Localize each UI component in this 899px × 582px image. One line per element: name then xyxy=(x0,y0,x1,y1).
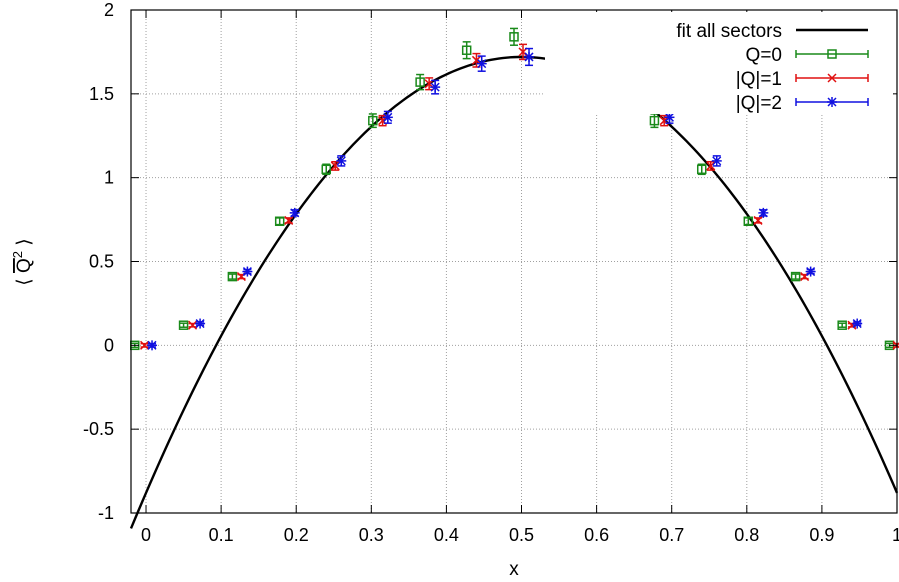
x-axis-label: x xyxy=(509,559,519,580)
data-point xyxy=(321,163,332,176)
legend-label: |Q|=2 xyxy=(736,93,782,114)
marker xyxy=(415,77,425,87)
legend-label: Q=0 xyxy=(746,45,782,66)
x-tick-label: 0.7 xyxy=(659,525,684,545)
y-tick-label: 0.5 xyxy=(89,252,114,272)
x-tick-label: 0 xyxy=(141,525,151,545)
data-point xyxy=(289,207,300,218)
y-tick-label: -0.5 xyxy=(83,419,114,439)
data-point xyxy=(758,207,769,218)
marker xyxy=(188,320,198,330)
marker xyxy=(711,155,722,166)
legend: fit all sectors Q=0 |Q|=1 |Q|=2 xyxy=(545,12,893,114)
legend-marker xyxy=(827,49,837,59)
data-point xyxy=(139,340,150,350)
marker xyxy=(852,318,863,329)
marker xyxy=(649,115,660,126)
data-point xyxy=(790,271,801,282)
x-tick-label: 0.2 xyxy=(284,525,309,545)
y-axis-label: ⟨ Q2 ⟩ xyxy=(10,238,35,285)
data-point xyxy=(242,266,253,277)
y-axis-label-close: ⟩ xyxy=(14,238,35,251)
marker xyxy=(227,271,238,282)
data-point xyxy=(476,55,487,72)
data-point xyxy=(368,113,378,129)
x-tick-label: 0.9 xyxy=(809,525,834,545)
plot-border xyxy=(130,9,898,514)
data-point xyxy=(336,155,347,167)
y-axis-label-exponent: 2 xyxy=(10,251,25,258)
data-point xyxy=(178,320,189,330)
data-point xyxy=(188,320,198,330)
data-point xyxy=(509,27,519,46)
data-point xyxy=(837,320,847,330)
y-axis-label-open: ⟨ xyxy=(14,273,35,286)
marker xyxy=(837,320,847,330)
y-tick-label: -1 xyxy=(98,503,114,523)
marker xyxy=(336,155,347,166)
data-point xyxy=(852,318,863,329)
y-tick-label: 0 xyxy=(104,335,114,355)
marker xyxy=(753,215,763,225)
x-tick-label: 0.3 xyxy=(359,525,384,545)
data-point xyxy=(743,216,754,227)
data-point xyxy=(147,340,158,351)
marker xyxy=(274,216,285,227)
marker xyxy=(461,45,472,55)
data-point xyxy=(696,163,707,176)
marker xyxy=(430,82,441,93)
marker xyxy=(321,164,332,175)
legend-label: |Q|=1 xyxy=(736,69,782,90)
data-point xyxy=(753,215,763,225)
marker xyxy=(195,318,206,329)
x-tick-label: 0.4 xyxy=(434,525,459,545)
marker xyxy=(790,271,801,282)
marker xyxy=(284,215,294,225)
data-point xyxy=(471,52,481,68)
marker xyxy=(524,51,535,62)
marker xyxy=(139,340,150,350)
data-point xyxy=(236,272,246,282)
marker xyxy=(242,266,253,277)
fit-curve xyxy=(129,55,899,529)
legend-marker xyxy=(827,97,837,107)
marker xyxy=(147,340,158,351)
data-point xyxy=(284,215,294,225)
fit-curve-layer xyxy=(129,55,899,529)
x-tick-label: 0.8 xyxy=(734,525,759,545)
y-tick-label: 1 xyxy=(104,168,114,188)
y-axis-label-symbol: Q xyxy=(14,258,35,273)
data-point xyxy=(524,47,535,67)
tick-labels-layer: 0 0.1 0.2 0.3 0.4 0.5 0.6 0.7 0.8 0.9 1 -1 -0.5 0 0.5 1… xyxy=(83,0,899,545)
data-point xyxy=(227,271,238,282)
marker xyxy=(368,115,378,126)
data-point xyxy=(430,79,441,95)
marker xyxy=(743,216,754,227)
marker xyxy=(805,266,816,277)
marker xyxy=(758,207,769,218)
legend-label: fit all sectors xyxy=(676,21,782,42)
data-point xyxy=(415,73,425,91)
x-tick-label: 0.6 xyxy=(584,525,609,545)
marker xyxy=(509,32,519,42)
data-point xyxy=(195,318,206,329)
marker xyxy=(476,58,487,69)
data-point xyxy=(461,41,472,60)
marker xyxy=(696,164,707,175)
x-tick-label: 0.1 xyxy=(209,525,234,545)
x-tick-label: 0.5 xyxy=(509,525,534,545)
marker xyxy=(289,207,300,218)
y-tick-label: 2 xyxy=(104,0,114,20)
data-point xyxy=(382,110,393,124)
x-tick-label: 1 xyxy=(892,525,899,545)
legend-marker xyxy=(827,73,837,83)
marker xyxy=(382,112,393,123)
y-tick-label: 1.5 xyxy=(89,84,114,104)
plot-frame-layer xyxy=(130,9,898,514)
data-point xyxy=(274,216,285,227)
data-point xyxy=(805,266,816,277)
data-point xyxy=(711,155,722,167)
marker xyxy=(178,320,189,330)
